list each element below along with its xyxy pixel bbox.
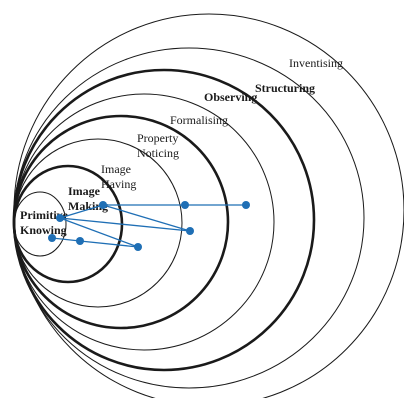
pathway-segment: [102, 204, 191, 232]
growth-pathway: [48, 201, 250, 251]
pathway-segment: [59, 217, 191, 232]
label-property-noticing-line1: Property: [137, 131, 178, 145]
pathway-segment: [59, 217, 139, 248]
label-property-noticing-line2: Noticing: [137, 146, 179, 160]
pathway-node: [76, 237, 84, 245]
pathway-node: [99, 201, 107, 209]
pathway-segment: [79, 240, 139, 248]
pathway-node: [134, 243, 142, 251]
ring-primitive-knowing: [13, 191, 67, 257]
pathway-node: [181, 201, 189, 209]
label-image-making-line1: Image: [68, 184, 101, 198]
level-labels: Primitive Knowing Image Making Image Hav…: [20, 56, 343, 237]
label-inventising: Inventising: [289, 56, 343, 70]
pathway-node: [56, 214, 64, 222]
label-observing: Observing: [204, 90, 257, 104]
pathway-node: [242, 201, 250, 209]
pathway-node: [48, 234, 56, 242]
label-image-having-line1: Image: [101, 162, 131, 176]
label-structuring: Structuring: [255, 81, 315, 95]
pathway-segment: [51, 237, 81, 242]
ring-group: [12, 13, 404, 398]
label-image-making-line2: Making: [68, 199, 108, 213]
pathway-node: [186, 227, 194, 235]
pathway-segment: [59, 204, 104, 219]
label-formalising: Formalising: [170, 113, 228, 127]
label-primitive-knowing-line2: Knowing: [20, 223, 67, 237]
label-image-having-line2: Having: [101, 177, 136, 191]
